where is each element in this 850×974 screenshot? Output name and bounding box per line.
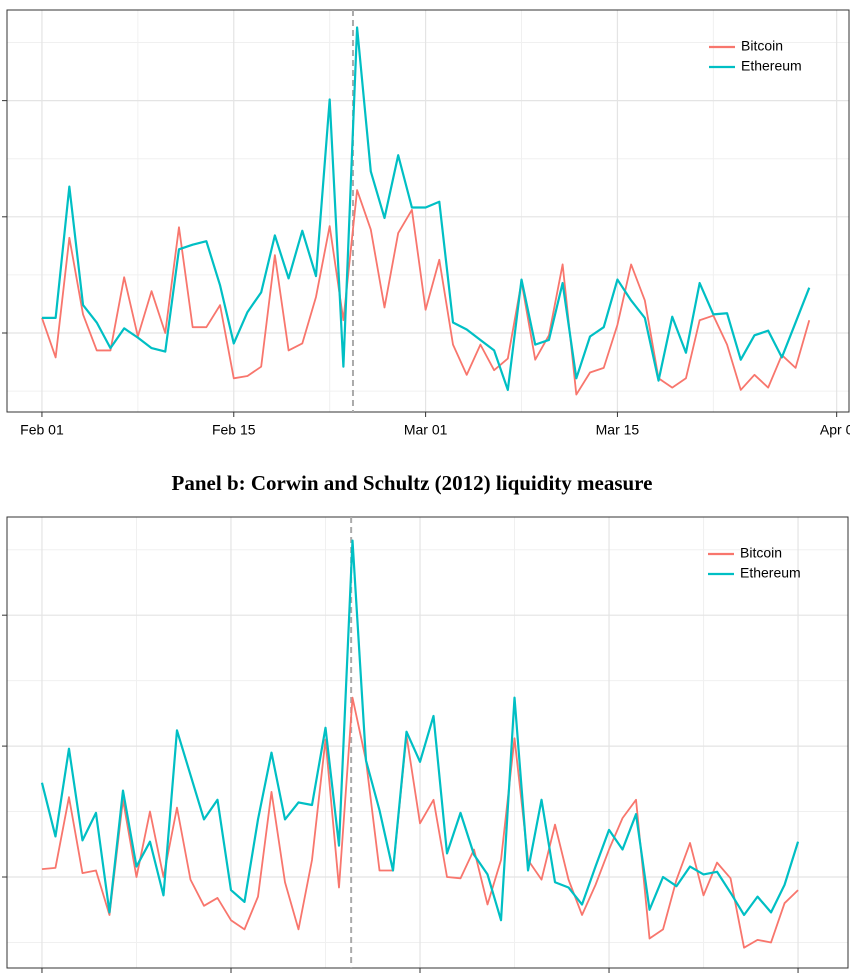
legend-label: Ethereum [740,565,801,581]
x-tick-label: Mar 15 [596,422,640,438]
x-tick-label: Feb 15 [212,422,256,438]
data-line [40,539,800,922]
data-line [41,189,811,396]
panel-title: Panel b: Corwin and Schultz (2012) liqui… [172,471,653,495]
legend-label: Bitcoin [740,545,782,561]
panel-border [6,516,849,969]
data-line [41,696,799,949]
x-tick-label: Mar 01 [404,422,448,438]
legend-label: Bitcoin [741,38,783,54]
legend-label: Ethereum [741,58,802,74]
x-tick-label: Apr 0 [820,422,850,438]
panel-border [6,9,850,413]
data-line [41,26,811,392]
plot-background [7,517,848,968]
plot-background [7,10,849,412]
x-tick-label: Feb 01 [20,422,64,438]
